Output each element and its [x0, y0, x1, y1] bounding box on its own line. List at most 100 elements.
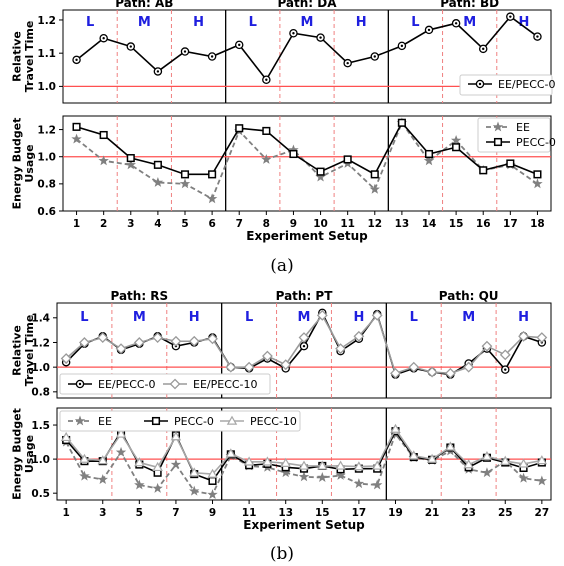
b1-zone-label: L — [410, 310, 418, 325]
b2-xtick-label: 17 — [352, 507, 367, 519]
a2-ytick-label: 1.2 — [37, 124, 56, 136]
a2-xtick-label: 14 — [422, 218, 437, 230]
b2-ytick-label: 1.5 — [31, 420, 50, 432]
a2-ytick-label: 0.8 — [37, 179, 56, 191]
b2-series-2-point — [188, 467, 200, 477]
b1-zone-label: M — [133, 310, 146, 325]
b1-series-1-point — [152, 332, 164, 343]
a2-legend-label: PECC-0 — [516, 136, 556, 149]
a1-path-title: Path: AB — [115, 0, 173, 10]
b1-zone-label: L — [245, 310, 253, 325]
b2-series-2-point — [390, 423, 401, 433]
b2-series-0-point — [317, 472, 328, 482]
a2-legend: EE PECC-0 — [477, 117, 556, 153]
b1-legend: EE/PECC-0 EE/PECC-10 — [59, 373, 271, 395]
a2-series-0-point — [179, 178, 191, 189]
a2-xtick-label: 7 — [236, 218, 243, 230]
b1-ytick-label: 0.8 — [31, 387, 50, 399]
a2-axes-frame — [62, 115, 552, 212]
b1-path-title: Path: RS — [110, 289, 168, 303]
a1-series-0-point-dot — [129, 45, 132, 48]
b2-legend-marker — [74, 415, 86, 426]
b2-xtick-label: 9 — [209, 507, 216, 519]
b2-series-0-point — [536, 475, 548, 486]
a2-series-0-point — [206, 193, 218, 204]
b2-series-0-point — [207, 489, 218, 499]
b2-series-2-point — [225, 448, 237, 458]
a2-xtick-label: 6 — [208, 218, 215, 230]
a1-legend-box — [459, 74, 553, 96]
b1-ytick-label: 1.0 — [31, 362, 50, 374]
a2-ylabel: Energy BudgetUsage — [10, 118, 36, 210]
b2-series-0-point — [152, 482, 163, 493]
b1-legend-marker — [169, 378, 181, 390]
b2-series-2-point — [500, 455, 511, 465]
a1-zone-label: H — [518, 15, 529, 30]
a1-series-line-0 — [76, 15, 538, 82]
a2-series-1-point — [533, 170, 542, 179]
b2-ytick-label: 1.0 — [31, 454, 50, 466]
a1-ytick-label: 1.2 — [37, 15, 56, 27]
b2-series-0-point — [189, 485, 200, 496]
a2-legend-label: EE — [516, 121, 530, 134]
b1-series-1-point — [298, 332, 310, 343]
a1-series-0-point-dot — [536, 35, 539, 38]
a2-series-1-point — [479, 166, 488, 175]
b1-series-1-point — [335, 343, 347, 355]
a1-series-0-point-dot — [238, 43, 241, 47]
b2-series-0-point — [481, 467, 493, 478]
b2-series-2-point — [463, 459, 474, 469]
b1-ytick-label: 1.2 — [31, 337, 50, 349]
b1-series-1-point — [79, 337, 90, 348]
b2-series-0-point — [79, 470, 90, 481]
b2-legend-label: PECC-10 — [250, 415, 297, 428]
b1-series-1-point — [371, 309, 383, 321]
b2-series-2-point — [280, 457, 291, 467]
b2-series-2-point — [97, 455, 108, 465]
b2-series-0-point — [115, 446, 127, 457]
b2-series-1-point — [208, 476, 217, 485]
b1-series-1-point — [115, 343, 127, 355]
b1-ylabel-line: Relative — [10, 325, 23, 376]
a1-series-0-point-dot — [482, 47, 485, 51]
b2-series-2-point — [115, 428, 127, 438]
b1-series-1-point — [188, 335, 200, 347]
b1-series-0-point-dot — [504, 368, 507, 371]
b2-series-2-point — [317, 460, 328, 470]
b1-legend-marker-dot — [78, 382, 82, 386]
a2-series-1-point — [289, 149, 298, 159]
b1-series-1-point — [97, 332, 109, 343]
b2-series-0-point — [335, 469, 346, 480]
b1-series-1-point — [426, 366, 438, 378]
b1-series-1-point — [444, 367, 456, 379]
b2-legend-marker — [151, 416, 161, 426]
a2-series-1-point — [235, 124, 244, 133]
b1-ytick-label: 1.4 — [31, 313, 50, 325]
a2-series-1-point — [397, 118, 406, 127]
b2-series-0-point — [353, 478, 365, 489]
b2-series-2-point — [426, 453, 438, 463]
a2-xtick-label: 3 — [127, 218, 134, 230]
a2-series-1-point — [316, 167, 325, 176]
b2-xtick-label: 27 — [535, 507, 550, 519]
a1-series-0-point-dot — [454, 22, 458, 25]
a1-series-0-point-dot — [210, 55, 214, 58]
a2-series-0-point — [125, 159, 136, 170]
a2-ylabel-line: Energy Budget — [10, 118, 23, 210]
b2-xtick-label: 23 — [461, 507, 476, 519]
b2-xtick-label: 5 — [136, 507, 143, 519]
b2-xtick-label: 1 — [62, 507, 69, 519]
b2-legend-label: EE — [98, 415, 112, 428]
b1-series-1-point — [408, 361, 420, 373]
b2-series-2-point — [371, 460, 383, 470]
a2-series-1-point — [262, 126, 271, 135]
a2-series-1-point — [506, 159, 515, 168]
a1-zone-label: L — [249, 15, 257, 30]
a2-ytick-label: 0.6 — [37, 206, 56, 218]
a1-series-0-point-dot — [346, 61, 349, 65]
a2-xtick-label: 1 — [73, 218, 80, 230]
a1-series-0-point-dot — [427, 28, 431, 32]
b2-ylabel-line: Energy Budget — [10, 408, 23, 500]
